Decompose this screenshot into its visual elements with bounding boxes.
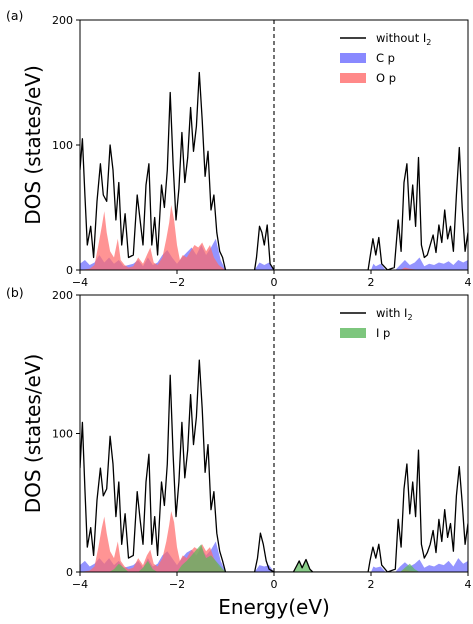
y-tick-label: 100 <box>52 428 73 441</box>
series-line-with-i2 <box>80 359 468 572</box>
plot-area <box>80 71 468 270</box>
legend-fill-swatch <box>340 328 366 338</box>
y-tick-label: 200 <box>52 14 73 27</box>
x-tick-label: −4 <box>72 578 88 591</box>
panel-b: −4 −2 0 2 4 0 100 200 DOS (states/eV) Energy(eV) (… <box>6 285 472 619</box>
panel-label: (b) <box>6 285 24 300</box>
panel-label: (a) <box>6 8 23 23</box>
x-tick-label: 2 <box>368 276 375 289</box>
legend-label: with I2 <box>376 306 413 322</box>
legend-fill-swatch <box>340 73 366 83</box>
y-tick-label: 200 <box>52 289 73 302</box>
legend-label: I p <box>376 326 390 340</box>
x-tick-label: −4 <box>72 276 88 289</box>
series-fill-i-p <box>80 544 420 572</box>
series-fill-o-p <box>80 511 420 572</box>
y-tick-label: 0 <box>66 566 73 579</box>
legend-label: C p <box>376 51 395 65</box>
x-tick-label: −2 <box>169 276 185 289</box>
plot-area <box>80 359 468 572</box>
x-tick-label: 4 <box>465 276 472 289</box>
y-tick-label: 100 <box>52 139 73 152</box>
axes-frame <box>79 294 469 573</box>
y-axis-label: DOS (states/eV) <box>21 65 45 225</box>
x-axis-label: Energy(eV) <box>218 595 330 619</box>
x-tick-label: −2 <box>169 578 185 591</box>
series-line-without-i2 <box>80 71 468 270</box>
x-tick-label: 0 <box>271 578 278 591</box>
legend-subscript: 2 <box>426 38 431 47</box>
x-tick-label: 2 <box>368 578 375 591</box>
y-tick-label: 0 <box>66 264 73 277</box>
panel-a: −4 −2 0 2 4 0 100 200 DOS (states/eV) (a) without … <box>6 8 472 289</box>
y-axis-label: DOS (states/eV) <box>21 354 45 514</box>
legend-fill-swatch <box>340 53 366 63</box>
series-fill-o-p <box>80 205 420 270</box>
x-tick-label: 0 <box>271 276 278 289</box>
legend-subscript: 2 <box>407 313 412 322</box>
legend-label: without I2 <box>376 31 431 47</box>
legend-label: O p <box>376 71 396 85</box>
x-tick-label: 4 <box>465 578 472 591</box>
